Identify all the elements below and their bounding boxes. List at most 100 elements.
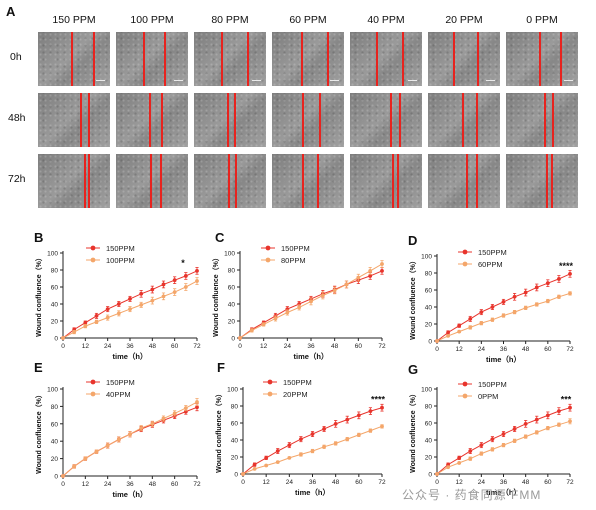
data-point — [172, 411, 177, 416]
wound-edge-line — [71, 32, 73, 86]
data-point — [568, 419, 572, 424]
series-line — [242, 407, 383, 475]
data-point — [457, 461, 462, 465]
panel-letter: F — [217, 360, 225, 375]
data-point — [380, 262, 384, 266]
data-point — [116, 437, 121, 442]
legend-marker — [267, 391, 273, 397]
data-point — [83, 324, 88, 328]
y-tick-label: 100 — [421, 254, 432, 261]
wound-edge-line — [466, 154, 468, 208]
wound-edge-line — [235, 154, 237, 208]
data-point — [61, 474, 65, 478]
series-1: 80PPM — [238, 256, 384, 340]
y-axis-label: Wound confluence（%） — [215, 390, 223, 473]
wound-edge-line — [164, 32, 166, 86]
micrograph-tile — [350, 32, 422, 86]
micrograph-tile — [272, 32, 344, 86]
series-0: 150PPM — [238, 244, 384, 340]
micrograph-tile — [272, 154, 344, 208]
y-axis-label: Wound confluence（%） — [212, 254, 220, 337]
data-point — [446, 330, 450, 335]
col-label-80: 80 PPM — [211, 14, 249, 26]
series-line — [436, 420, 571, 475]
data-point — [501, 300, 506, 304]
y-axis-label: Wound confluence（%） — [409, 390, 417, 473]
data-point — [534, 417, 539, 422]
legend-marker — [90, 391, 96, 397]
data-point — [264, 455, 269, 460]
data-point — [83, 320, 88, 325]
data-point — [261, 322, 266, 327]
x-tick-label: 72 — [193, 343, 201, 350]
legend-marker — [90, 379, 96, 385]
wound-edge-line — [227, 93, 229, 147]
panel-letter: E — [34, 360, 43, 375]
data-point — [72, 330, 77, 334]
x-axis-label: time（h） — [295, 487, 330, 497]
data-point — [161, 294, 166, 299]
data-point — [94, 319, 99, 324]
micrograph-tile — [506, 32, 578, 86]
data-point — [368, 274, 373, 278]
data-point — [457, 329, 462, 334]
data-point — [139, 426, 144, 431]
wound-edge-line — [477, 32, 479, 86]
y-tick-label: 80 — [51, 268, 59, 275]
data-point — [545, 413, 550, 418]
panel-letter: B — [34, 230, 43, 245]
legend-label: 80PPM — [281, 256, 306, 265]
scale-bar — [252, 79, 261, 81]
data-point — [446, 465, 450, 470]
data-point — [252, 462, 257, 467]
wound-edge-line — [150, 154, 152, 208]
data-point — [534, 430, 539, 435]
y-tick-label: 100 — [47, 251, 58, 258]
series-line — [62, 401, 198, 477]
series-1: 60PPM — [435, 260, 572, 343]
legend-label: 150PPM — [478, 380, 507, 389]
data-point — [161, 282, 166, 287]
y-tick-label: 100 — [224, 251, 235, 258]
legend-label: 150PPM — [283, 378, 312, 387]
y-tick-label: 80 — [231, 404, 239, 411]
wound-edge-line — [317, 154, 319, 208]
data-point — [139, 302, 144, 307]
col-label-0: 0 PPM — [526, 14, 558, 26]
y-tick-label: 40 — [231, 438, 239, 445]
legend-marker — [265, 245, 271, 251]
x-axis-label: time（h） — [112, 489, 147, 499]
data-point — [368, 268, 373, 273]
data-point — [356, 413, 361, 418]
data-point — [435, 472, 439, 476]
data-point — [275, 460, 280, 464]
wound-edge-line — [80, 93, 82, 147]
data-point — [380, 268, 384, 273]
series-line — [436, 273, 571, 342]
col-label-40: 40 PPM — [367, 14, 405, 26]
data-point — [523, 290, 528, 295]
data-point — [479, 321, 484, 326]
data-point — [501, 432, 506, 436]
wound-edge-line — [462, 93, 464, 147]
wound-edge-line — [93, 32, 95, 86]
data-point — [116, 302, 121, 306]
wound-edge-line — [221, 32, 223, 86]
data-point — [264, 463, 269, 468]
y-tick-label: 0 — [54, 474, 58, 481]
x-tick-label: 0 — [61, 481, 65, 488]
legend-label: 0PPM — [478, 392, 498, 401]
col-label-60: 60 PPM — [289, 14, 327, 26]
wound-edge-line — [301, 32, 303, 86]
data-point — [241, 472, 245, 476]
x-tick-label: 0 — [238, 343, 242, 350]
significance-annotation: * — [181, 258, 185, 268]
legend-label: 60PPM — [478, 260, 503, 269]
series-0: 150PPM — [435, 380, 572, 476]
data-point — [380, 424, 384, 429]
x-tick-label: 48 — [331, 343, 339, 350]
x-tick-label: 24 — [104, 481, 112, 488]
y-tick-label: 80 — [425, 404, 433, 411]
micrograph-tile — [194, 93, 266, 147]
data-point — [238, 336, 242, 340]
